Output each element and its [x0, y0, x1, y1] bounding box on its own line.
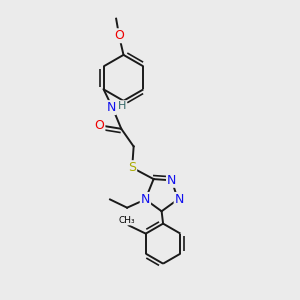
Text: O: O: [94, 119, 104, 132]
Text: N: N: [167, 174, 176, 187]
Text: H: H: [118, 101, 126, 111]
Text: O: O: [114, 29, 124, 42]
Text: N: N: [141, 193, 150, 206]
Text: CH₃: CH₃: [119, 216, 136, 225]
Text: S: S: [128, 161, 136, 174]
Text: N: N: [175, 193, 184, 206]
Text: N: N: [106, 101, 116, 114]
